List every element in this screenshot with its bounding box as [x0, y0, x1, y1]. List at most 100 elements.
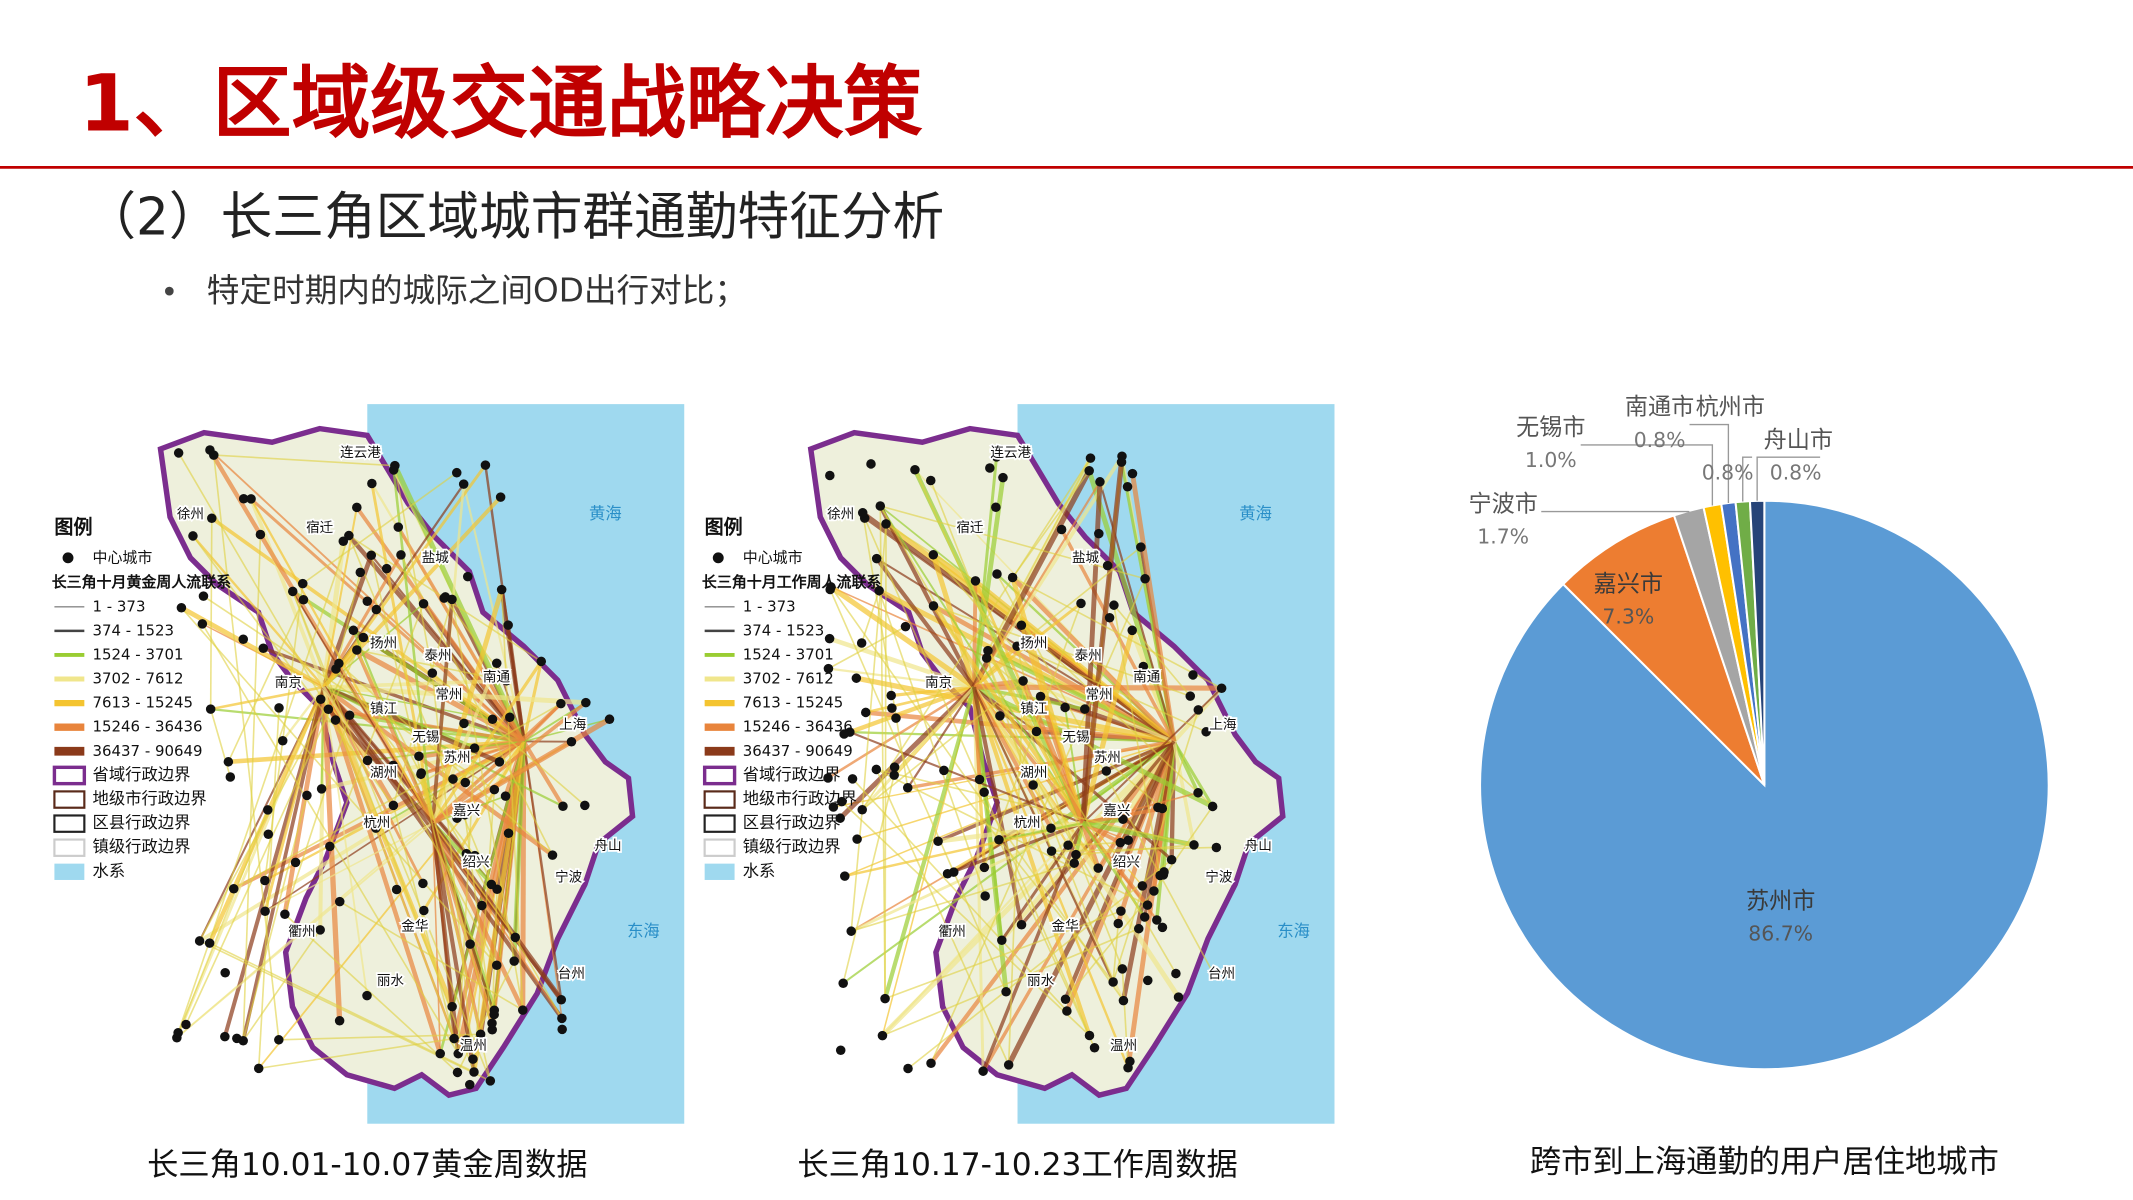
city-dot: [1127, 625, 1137, 636]
place-label: 嘉兴: [1103, 803, 1130, 819]
city-dot: [194, 936, 205, 946]
city-dot: [173, 1027, 183, 1038]
city-dot: [362, 755, 373, 766]
place-label: 徐州: [177, 506, 204, 522]
city-dot: [263, 805, 273, 815]
city-dot: [1193, 705, 1204, 715]
city-dot: [263, 829, 274, 840]
place-label: 泰州: [424, 648, 451, 664]
legend-label: 中心城市: [743, 548, 803, 566]
legend-title: 图例: [54, 515, 92, 538]
city-dot: [1063, 840, 1073, 851]
city-dot: [362, 596, 373, 606]
flow-line: [932, 554, 1066, 708]
city-dot: [978, 1066, 988, 1076]
city-dot: [388, 760, 398, 771]
city-dot: [948, 867, 959, 877]
slice-name: 南通市: [1625, 395, 1694, 421]
city-dot: [866, 459, 876, 469]
place-label: 南通: [483, 670, 511, 686]
flow-line: [1172, 740, 1200, 794]
flow-line: [971, 686, 1024, 926]
place-label: 温州: [460, 1038, 487, 1054]
flow-line: [431, 823, 441, 1054]
flow-line: [972, 686, 982, 780]
chart-title: 跨市到上海通勤的用户居住地城市: [1530, 1144, 1999, 1180]
city-dot: [826, 582, 836, 592]
place-label: 南京: [275, 675, 302, 691]
flow-line: [883, 686, 977, 1000]
city-dot: [205, 704, 216, 714]
city-dot: [979, 787, 989, 797]
legend-label: 3702 - 7612: [743, 670, 834, 688]
flow-line: [291, 591, 475, 1073]
flow-line: [241, 686, 326, 1042]
city-dot: [461, 1035, 471, 1045]
city-dot: [1094, 528, 1104, 539]
flow-line: [284, 913, 459, 1074]
city-dot: [393, 522, 404, 532]
flow-line: [451, 599, 524, 1011]
flow-line: [906, 686, 975, 789]
city-dot: [509, 956, 519, 966]
legend-label: 水系: [93, 861, 126, 880]
flow-line: [983, 603, 1082, 868]
city-dot: [828, 802, 839, 812]
legend-label: 长三角十月黄金周人流联系: [52, 573, 231, 591]
flow-line: [523, 718, 610, 743]
city-dot: [1080, 704, 1090, 714]
place-label: 金华: [401, 918, 428, 934]
flow-line: [1130, 473, 1177, 742]
city-dot: [388, 800, 399, 811]
city-dot: [857, 804, 867, 815]
legend-label: 区县行政边界: [93, 813, 191, 832]
place-label: 温州: [1110, 1038, 1137, 1054]
flow-line: [491, 889, 498, 1024]
legend-label: 7613 - 15245: [93, 694, 194, 712]
place-label: 上海: [559, 717, 587, 733]
city-dot: [197, 619, 208, 629]
place-label: 绍兴: [463, 855, 490, 871]
city-dot: [1157, 803, 1168, 814]
flow-line: [192, 535, 395, 806]
city-dot: [505, 712, 515, 723]
city-dot: [1123, 835, 1134, 845]
city-dot: [1108, 977, 1118, 987]
flow-line: [457, 748, 476, 1054]
leader-line: [1689, 423, 1730, 503]
leader-line: [1541, 510, 1690, 513]
city-dot: [188, 531, 198, 541]
city-dot: [1046, 823, 1056, 834]
flow-line: [851, 778, 1068, 1012]
city-dot: [463, 571, 473, 582]
city-dot: [1116, 457, 1127, 467]
city-dot: [1127, 468, 1138, 479]
flow-line: [838, 685, 976, 820]
city-dot: [1140, 573, 1150, 584]
legend-label: 省域行政边界: [743, 765, 841, 784]
flow-line: [430, 822, 461, 1054]
place-label: 上海: [1209, 717, 1237, 733]
flow-line: [860, 590, 880, 644]
flow-line: [861, 680, 1024, 811]
city-dot: [839, 729, 849, 739]
flow-line: [512, 741, 526, 962]
city-dot: [274, 1035, 284, 1045]
city-dot: [1133, 923, 1144, 934]
city-dot: [1101, 766, 1112, 776]
city-dot: [220, 967, 230, 978]
city-dot: [486, 879, 497, 890]
bullet-text: 特定时期内的城际之间OD出行对比；: [207, 272, 747, 310]
flow-line: [876, 768, 1195, 846]
place-label: 连云港: [990, 445, 1031, 461]
flow-line: [880, 505, 1146, 580]
pie-slice: [1748, 499, 1766, 786]
city-dot: [510, 932, 521, 943]
city-dot: [416, 768, 427, 778]
flow-line: [971, 469, 1092, 689]
place-label: 黄海: [589, 504, 622, 523]
flow-line: [937, 820, 1084, 844]
place-label: 台州: [558, 966, 585, 982]
city-dot: [997, 935, 1007, 946]
